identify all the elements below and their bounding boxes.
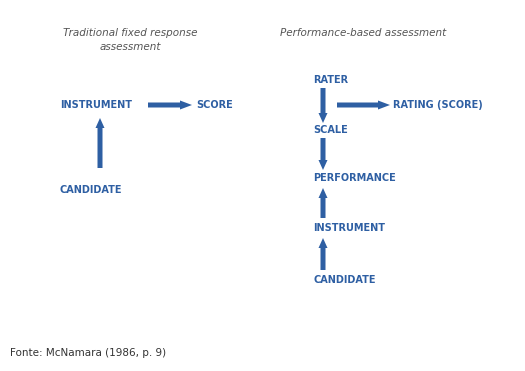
Text: Fonte: McNamara (1986, p. 9): Fonte: McNamara (1986, p. 9) — [10, 348, 166, 358]
Text: RATER: RATER — [313, 75, 348, 85]
FancyArrow shape — [319, 238, 328, 270]
Text: SCORE: SCORE — [196, 100, 233, 110]
FancyArrow shape — [319, 88, 328, 123]
Text: assessment: assessment — [99, 42, 161, 52]
Text: Performance-based assessment: Performance-based assessment — [280, 28, 446, 38]
FancyArrow shape — [148, 101, 192, 109]
Text: INSTRUMENT: INSTRUMENT — [313, 223, 385, 233]
Text: RATING (SCORE): RATING (SCORE) — [393, 100, 483, 110]
Text: PERFORMANCE: PERFORMANCE — [313, 173, 396, 183]
Text: INSTRUMENT: INSTRUMENT — [60, 100, 132, 110]
FancyArrow shape — [337, 101, 390, 109]
FancyArrow shape — [96, 118, 104, 168]
FancyArrow shape — [319, 138, 328, 170]
FancyArrow shape — [319, 188, 328, 218]
Text: CANDIDATE: CANDIDATE — [60, 185, 122, 195]
Text: Traditional fixed response: Traditional fixed response — [63, 28, 197, 38]
Text: CANDIDATE: CANDIDATE — [313, 275, 375, 285]
Text: SCALE: SCALE — [313, 125, 348, 135]
